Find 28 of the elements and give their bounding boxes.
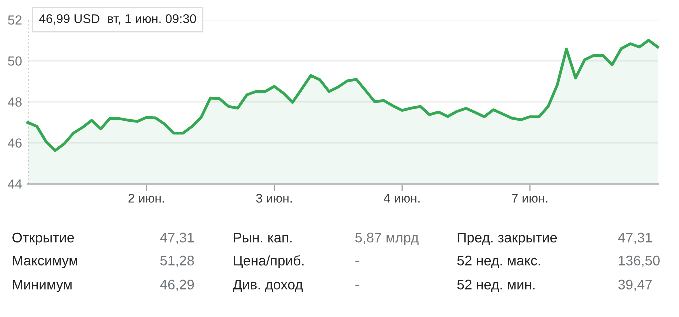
text: 52 нед. мин. — [458, 280, 535, 292]
text: 39,47 — [618, 280, 652, 292]
x-tick-label: 2 июн. — [128, 194, 164, 203]
text: Див. доход — [233, 280, 303, 292]
x-tick-label: 4 июн. — [384, 194, 420, 203]
text: 52 нед. макс. — [458, 256, 540, 268]
text: Цена/приб. — [234, 255, 304, 269]
text: Рын. кап. — [234, 233, 292, 243]
text: Максимум — [13, 256, 78, 268]
annotation: 46,99 USD вт, 1 июн. 09:30 — [39, 14, 196, 25]
y-tick-label: 50 — [8, 56, 22, 66]
text: 5,87 млрд — [356, 232, 419, 246]
text: 47,31 — [160, 232, 194, 244]
text: 51,28 — [160, 256, 194, 268]
y-tick-label: 46 — [8, 138, 22, 148]
text: Открытие — [12, 232, 74, 246]
text: 47,31 — [618, 232, 652, 244]
y-tick-label: 52 — [8, 16, 22, 25]
text: - — [356, 285, 360, 286]
text: - — [356, 261, 360, 262]
text: Пред. закрытие — [458, 233, 558, 246]
text: 46,29 — [160, 280, 194, 292]
x-tick-label: 3 июн. — [256, 194, 292, 203]
text: Минимум — [13, 280, 72, 292]
y-tick-label: 48 — [8, 98, 22, 107]
x-tick-label: 7 июн. — [512, 194, 548, 203]
y-tick-label: 44 — [8, 180, 22, 189]
text: 136,50 — [619, 256, 660, 268]
